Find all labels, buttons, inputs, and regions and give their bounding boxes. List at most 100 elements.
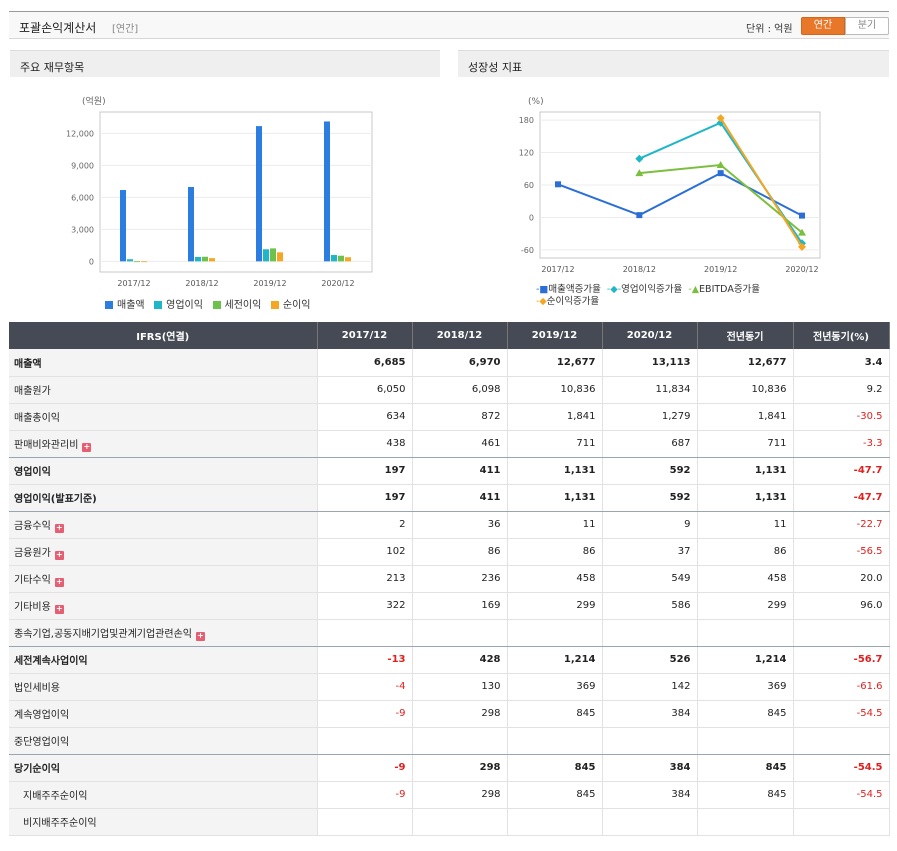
bar-2 <box>127 259 133 262</box>
expand-icon[interactable]: + <box>54 522 64 533</box>
value-cell: 13,113 <box>602 349 698 377</box>
value-cell: 369 <box>507 673 603 701</box>
legend-swatch <box>105 301 113 309</box>
value-cell: 130 <box>412 673 508 701</box>
value-cell <box>507 619 603 647</box>
row-label: 매출액 <box>14 358 42 370</box>
value-cell: 6,970 <box>412 349 508 377</box>
series-line-4 <box>719 117 803 248</box>
value-cell: 461 <box>412 430 508 458</box>
row-label: 기타비용 <box>14 601 51 613</box>
value-cell: 197 <box>317 484 413 512</box>
legend-label: 세전이익 <box>224 300 262 311</box>
data-point <box>555 181 561 188</box>
data-point <box>717 170 724 177</box>
legend-item: 영업이익 <box>154 300 203 311</box>
value-cell: 11 <box>507 511 603 539</box>
data-point <box>716 160 725 168</box>
period-subtitle: [연간] <box>112 24 139 35</box>
value-cell: 549 <box>602 565 698 593</box>
bar-chart-ylabel: (억원) <box>82 95 106 107</box>
value-cell: 1,214 <box>507 646 603 674</box>
value-cell: 2 <box>317 511 413 539</box>
expand-icon[interactable]: + <box>54 576 64 587</box>
value-cell <box>507 808 603 836</box>
row-label-cell: 매출총이익 <box>9 403 318 431</box>
value-cell: 1,214 <box>697 646 794 674</box>
value-cell: 1,279 <box>602 403 698 431</box>
expand-icon[interactable]: + <box>54 549 64 560</box>
row-label-cell: 매출액 <box>9 349 318 377</box>
legend-swatch <box>212 301 221 309</box>
table-row: 영업이익(발표기준) 197 411 1,131 592 1,131 -47.7 <box>9 484 890 512</box>
legend-swatch <box>154 301 163 309</box>
value-cell: -9 <box>317 781 413 809</box>
expand-icon[interactable]: + <box>195 630 205 641</box>
value-cell: 526 <box>602 646 698 674</box>
value-cell: 428 <box>412 646 508 674</box>
value-cell: -54.5 <box>793 781 890 809</box>
value-cell: 213 <box>317 565 413 593</box>
value-cell: 169 <box>412 592 508 620</box>
value-cell: 384 <box>602 700 698 728</box>
table-row: 세전계속사업이익 -13 428 1,214 526 1,214 -56.7 <box>9 646 890 674</box>
y-tick-label: 12,000 <box>66 129 94 138</box>
value-cell: 142 <box>602 673 698 701</box>
row-label: 매출원가 <box>14 386 51 397</box>
row-label-cell: 매출원가 <box>9 376 318 404</box>
row-label: 금융원가 <box>14 547 51 559</box>
bar-1 <box>120 190 126 262</box>
data-point <box>798 228 806 236</box>
value-cell: 86 <box>507 538 603 566</box>
value-cell: -54.5 <box>793 754 890 782</box>
table-row: 계속영업이익 -9 298 845 384 845 -54.5 <box>9 700 890 728</box>
legend-marker: -◆- <box>606 284 622 295</box>
value-cell <box>793 619 890 647</box>
value-cell: 12,677 <box>507 349 603 377</box>
legend-item: -◆순이익증가율 <box>536 296 599 307</box>
value-cell: 197 <box>317 457 413 485</box>
statement-header: 포괄손익계산서 [연간] 단위 : 억원 연간 분기 <box>9 11 889 39</box>
row-label: 법인세비용 <box>14 683 60 694</box>
row-label-cell: 법인세비용 <box>9 673 318 701</box>
value-cell <box>793 727 890 755</box>
row-label-cell: 당기순이익 <box>9 754 318 782</box>
value-cell <box>317 808 413 836</box>
expand-icon[interactable]: + <box>82 441 92 452</box>
row-label: 금융수익 <box>14 520 51 532</box>
value-cell: 12,677 <box>697 349 794 377</box>
bar-1 <box>188 186 194 262</box>
legend-label: 순이익 <box>282 300 311 311</box>
annual-toggle-button[interactable]: 연간 <box>801 17 845 35</box>
table-row: 당기순이익 -9 298 845 384 845 -54.5 <box>9 754 890 782</box>
value-cell: 711 <box>507 430 603 458</box>
line-chart-ylabel: (%) <box>528 97 544 107</box>
value-cell <box>697 619 794 647</box>
row-label: 세전계속사업이익 <box>14 656 88 667</box>
value-cell <box>317 619 413 647</box>
legend-label: EBITDA증가율 <box>699 284 761 295</box>
row-label-cell: 기타수익 + <box>9 565 318 593</box>
legend-label: 순이익증가율 <box>546 296 600 307</box>
value-cell: -9 <box>317 754 413 782</box>
bar-4 <box>141 261 147 263</box>
data-point <box>636 212 643 219</box>
data-point <box>799 212 805 219</box>
value-cell: 236 <box>412 565 508 593</box>
row-label-cell: 금융수익 + <box>9 511 318 539</box>
value-cell: 845 <box>697 700 794 728</box>
table-row: 금융원가 +102 86 86 37 86 -56.5 <box>9 538 890 566</box>
value-cell: 96.0 <box>793 592 890 620</box>
value-cell: 10,836 <box>697 376 794 404</box>
table-row: 매출총이익 634 872 1,841 1,279 1,841 -30.5 <box>9 403 890 431</box>
bar-3 <box>134 261 140 263</box>
value-cell: 711 <box>697 430 794 458</box>
value-cell <box>697 727 794 755</box>
row-label: 계속영업이익 <box>14 710 70 721</box>
value-cell <box>412 727 508 755</box>
y-tick-label: -60 <box>521 246 534 255</box>
growth-line-chart: (%) -60 0 60 120 180 2017/12 2018/12 2019/12 20… <box>519 97 821 274</box>
quarter-toggle-button[interactable]: 분기 <box>845 17 889 35</box>
expand-icon[interactable]: + <box>54 603 64 614</box>
column-header: 전년동기 <box>697 322 794 349</box>
